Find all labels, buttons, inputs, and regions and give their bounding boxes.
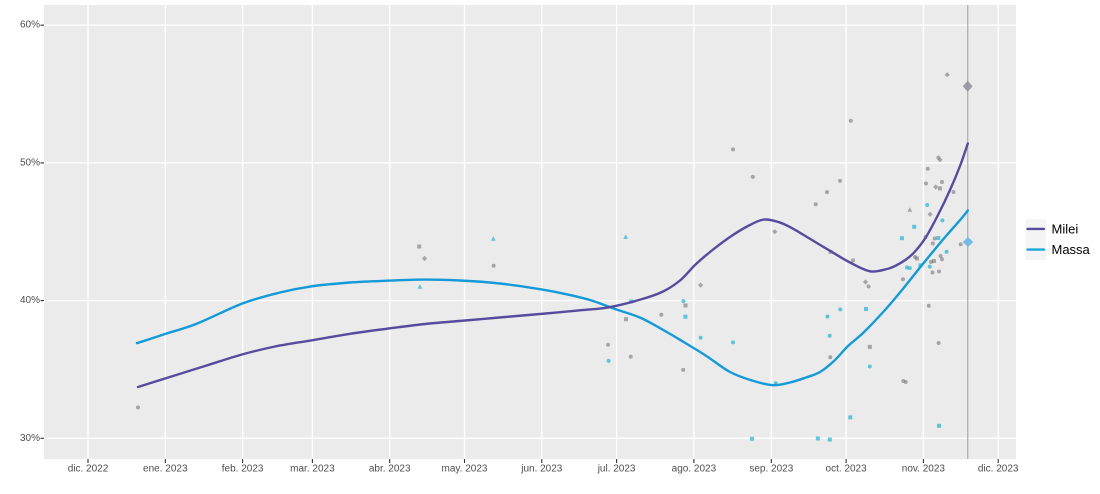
svg-text:Massa: Massa [1052, 242, 1091, 257]
svg-text:sep. 2023: sep. 2023 [749, 464, 793, 475]
svg-text:50%: 50% [20, 157, 40, 168]
svg-text:jul. 2023: jul. 2023 [597, 464, 636, 475]
svg-text:may. 2023: may. 2023 [442, 464, 488, 475]
svg-text:ene. 2023: ene. 2023 [143, 464, 188, 475]
svg-text:40%: 40% [20, 295, 40, 306]
svg-text:nov. 2023: nov. 2023 [902, 464, 946, 475]
svg-text:feb. 2023: feb. 2023 [222, 464, 264, 475]
svg-text:Milei: Milei [1052, 222, 1079, 237]
svg-text:ago. 2023: ago. 2023 [672, 464, 717, 475]
svg-text:30%: 30% [20, 433, 40, 444]
svg-text:oct. 2023: oct. 2023 [826, 464, 868, 475]
svg-text:jun. 2023: jun. 2023 [520, 464, 563, 475]
svg-text:dic. 2023: dic. 2023 [978, 464, 1019, 475]
svg-text:mar. 2023: mar. 2023 [290, 464, 335, 475]
svg-text:dic. 2022: dic. 2022 [68, 464, 109, 475]
svg-text:60%: 60% [20, 20, 40, 31]
svg-text:abr. 2023: abr. 2023 [369, 464, 411, 475]
